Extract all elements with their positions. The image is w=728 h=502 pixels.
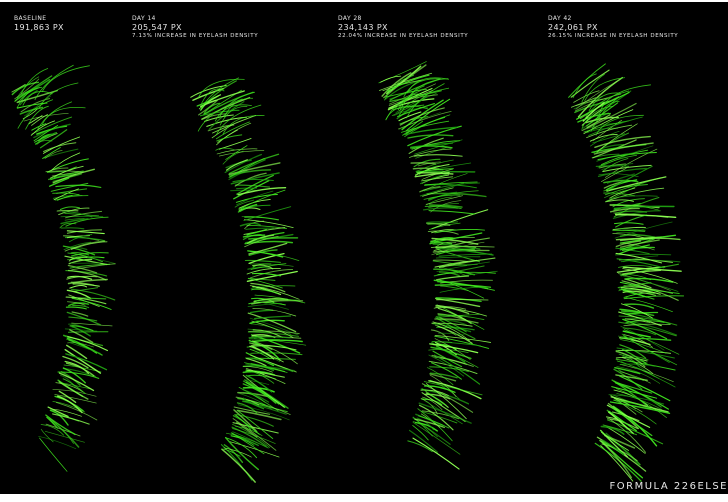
day28-pixel-count: 234,143 PX [338,22,388,32]
baseline-day-label: BASELINE [14,15,47,22]
day14-pixel-count: 205,547 PX [132,22,182,32]
baseline-pixel-count: 191,863 PX [14,22,64,32]
day28-label: DAY 28 234,143 PX 22.04% INCREASE IN EYE… [338,15,468,39]
baseline-label: BASELINE 191,863 PX [14,15,64,33]
day14-label: DAY 14 205,547 PX 7.13% INCREASE IN EYEL… [132,15,258,39]
day14-increase-text: 7.13% INCREASE IN EYELASH DENSITY [132,32,259,39]
day14-lash-fan [190,77,307,483]
formula-caption: FORMULA 226ELSE [609,481,728,492]
day28-increase-text: 22.04% INCREASE IN EYELASH DENSITY [338,32,469,39]
day14-day-label: DAY 14 [132,15,156,22]
day42-lash-fan [568,63,685,482]
day28-day-label: DAY 28 [338,15,362,22]
day42-increase-text: 26.15% INCREASE IN EYELASH DENSITY [548,32,679,39]
day42-day-label: DAY 42 [548,15,572,22]
day42-label: DAY 42 242,061 PX 26.15% INCREASE IN EYE… [548,15,678,39]
day42-pixel-count: 242,061 PX [548,22,598,32]
day28-lash-fan [378,61,498,470]
baseline-lash-fan [11,64,116,472]
